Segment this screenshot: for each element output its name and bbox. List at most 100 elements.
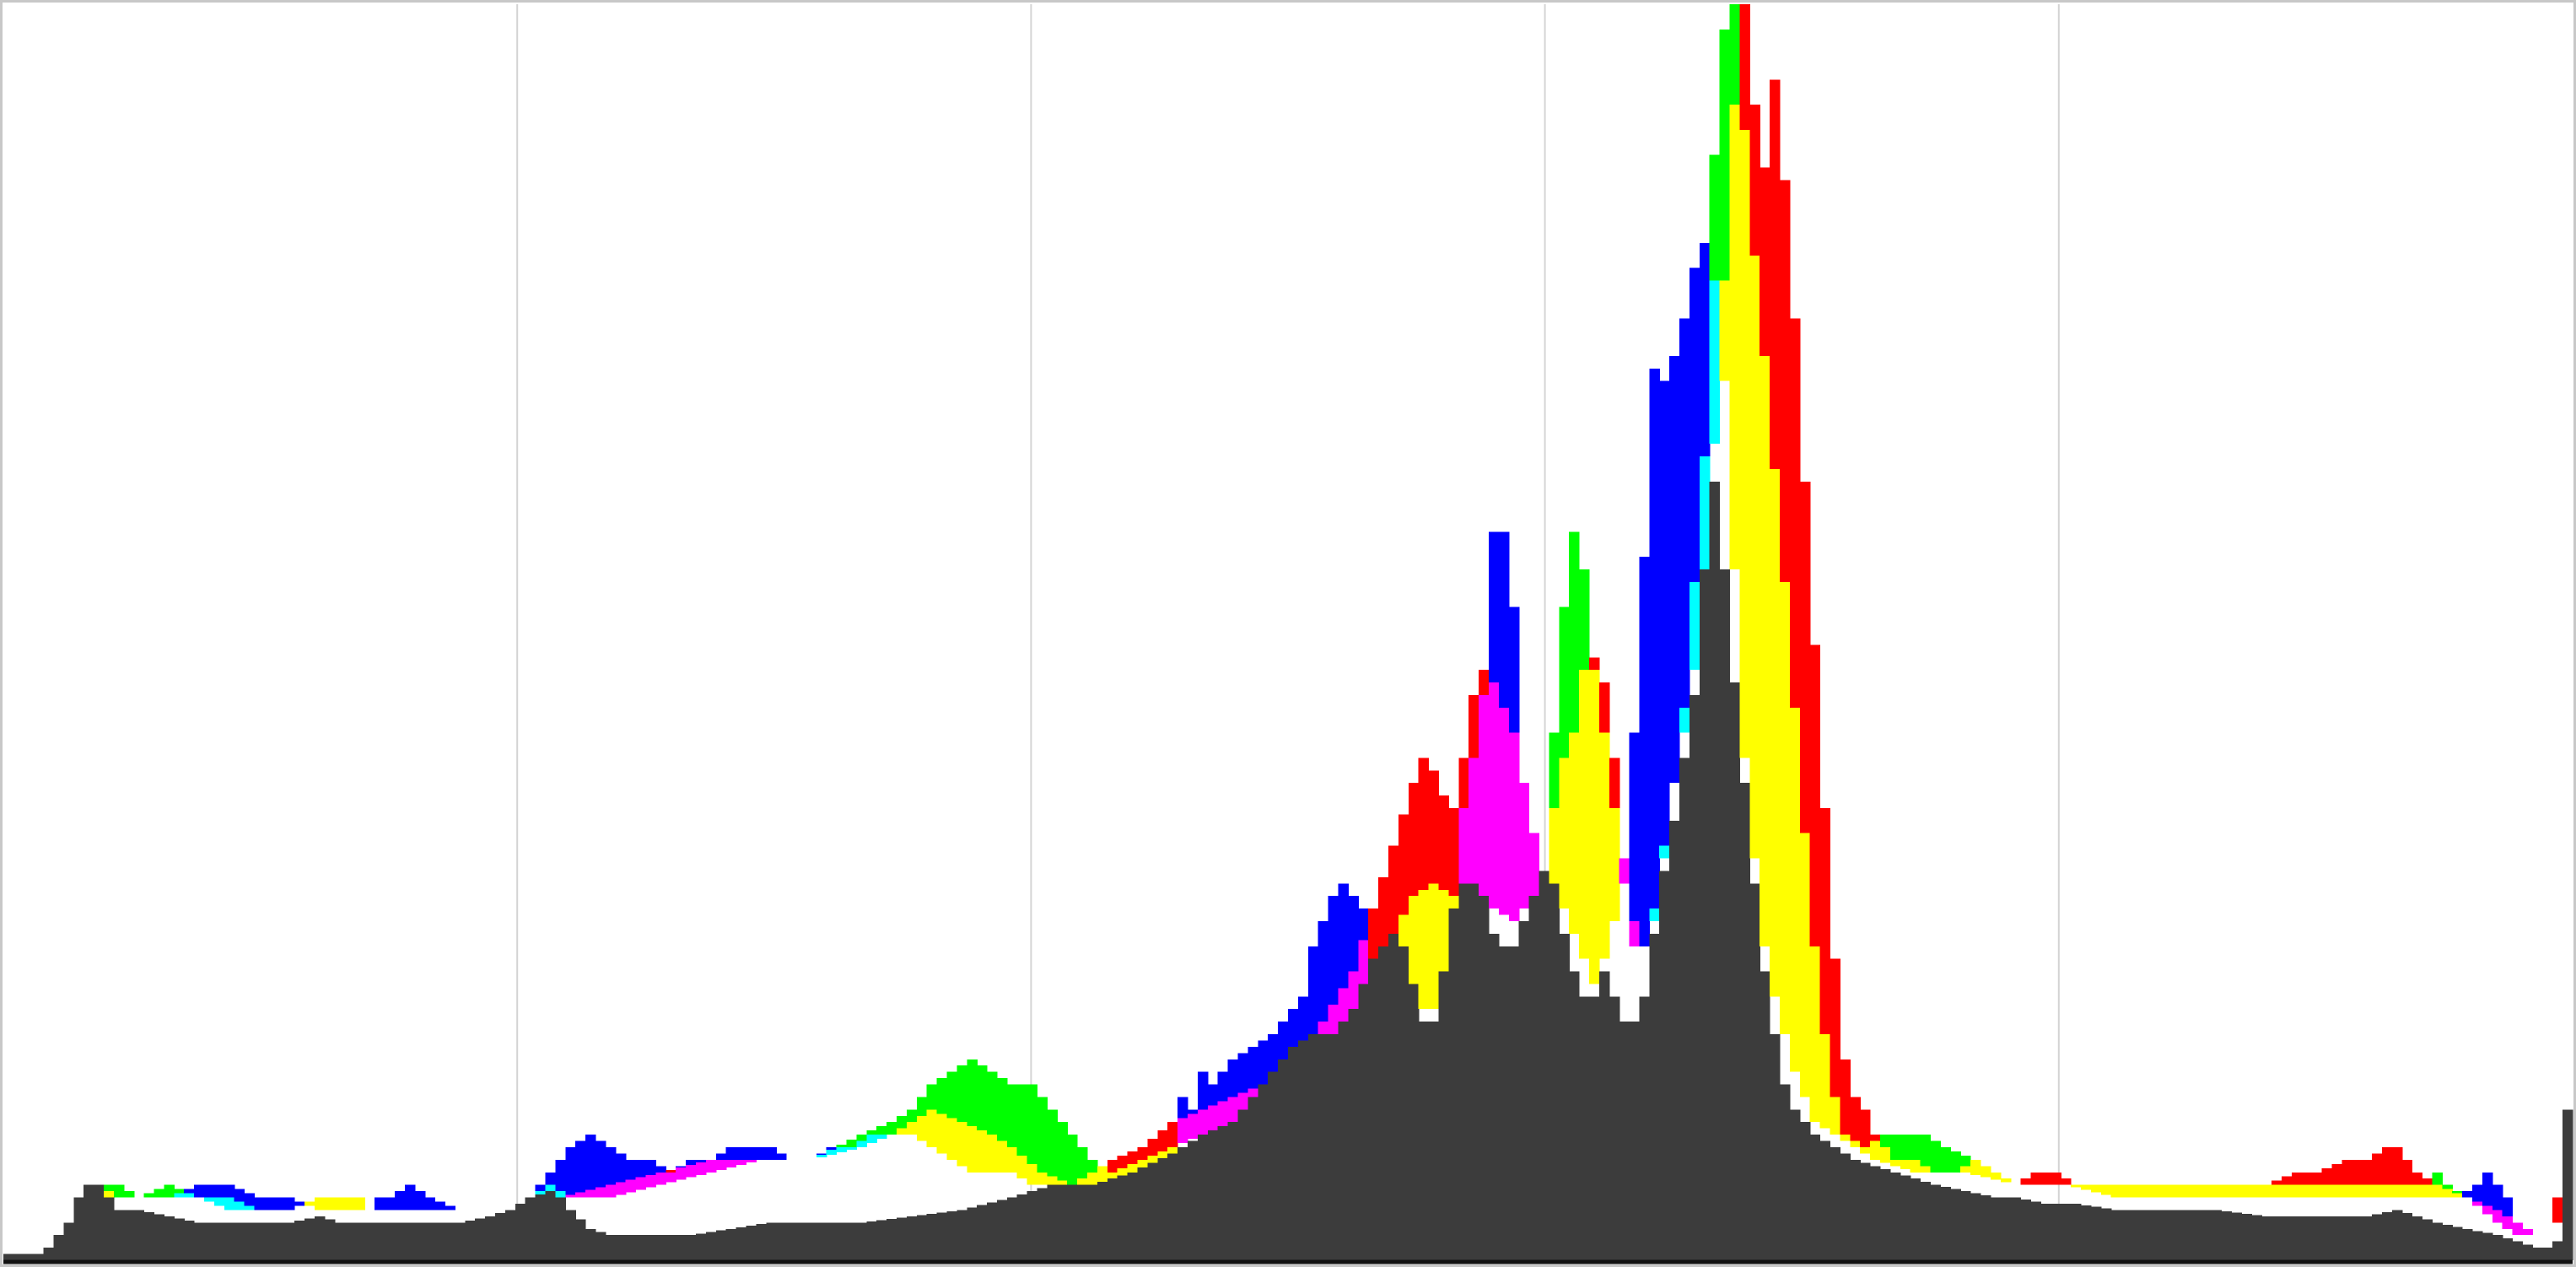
histogram-bar: [1850, 1140, 1861, 1147]
histogram-bar: [1147, 1139, 1158, 1156]
histogram-bar: [2442, 1224, 2453, 1260]
histogram-bar: [1860, 1162, 1871, 1260]
histogram-bar: [213, 1222, 225, 1260]
histogram-bar: [1469, 758, 1479, 909]
histogram-bar: [946, 1071, 957, 1119]
histogram-bar: [705, 1159, 717, 1173]
histogram-bar: [1970, 1193, 1981, 1260]
histogram-bar: [1518, 920, 1530, 1260]
histogram-bar: [896, 1217, 908, 1260]
histogram-bar: [1679, 758, 1690, 1260]
histogram-bar: [1809, 1135, 1821, 1260]
histogram-bar: [2040, 1172, 2051, 1185]
histogram-bar: [987, 1202, 998, 1260]
histogram-bar: [946, 1118, 957, 1160]
histogram-bar: [1739, 783, 1750, 1260]
histogram-bar: [2281, 1216, 2293, 1260]
histogram-bar: [766, 1146, 777, 1160]
histogram-bar: [2051, 1172, 2061, 1185]
histogram-bar: [2051, 1203, 2061, 1260]
histogram-bar: [194, 1222, 205, 1260]
histogram-bar: [1770, 1033, 1781, 1260]
histogram-bar: [294, 1201, 305, 1206]
histogram-bar: [836, 1222, 848, 1260]
histogram-bar: [876, 1126, 887, 1135]
histogram-bar: [967, 1059, 978, 1127]
histogram-bar: [84, 1184, 94, 1260]
histogram-bar: [1448, 807, 1459, 897]
histogram-bar: [2221, 1184, 2233, 1198]
histogram-bar: [1469, 694, 1479, 758]
histogram-bar: [1278, 1059, 1289, 1260]
histogram-bar: [926, 1213, 938, 1260]
histogram-bar: [1588, 996, 1600, 1260]
histogram-bar: [906, 1109, 918, 1123]
histogram-bar: [1107, 1159, 1118, 1173]
histogram-bar: [2090, 1184, 2102, 1193]
histogram-bar: [1197, 1109, 1209, 1135]
histogram-bar: [2452, 1227, 2463, 1260]
histogram-bar: [676, 1167, 687, 1180]
histogram-bar: [1057, 1180, 1068, 1185]
histogram-bar: [1117, 1155, 1129, 1168]
histogram-bar: [2492, 1184, 2503, 1210]
histogram-bar: [2352, 1216, 2363, 1260]
histogram-bar: [33, 1254, 45, 1261]
histogram-bar: [1016, 1084, 1028, 1156]
histogram-bar: [485, 1216, 496, 1260]
histogram-bar: [666, 1169, 676, 1173]
histogram-bar: [1789, 318, 1801, 708]
histogram-bar: [906, 1122, 918, 1135]
histogram-bar: [1408, 783, 1420, 897]
histogram-bar: [2100, 1208, 2112, 1260]
histogram-bar: [1799, 833, 1811, 1097]
histogram-bar: [2381, 1146, 2393, 1185]
histogram-bar: [1629, 1022, 1641, 1260]
histogram-bar: [946, 1210, 957, 1260]
histogram-bar: [2331, 1216, 2342, 1260]
histogram-bar: [1830, 958, 1841, 1097]
histogram-bar: [1428, 883, 1440, 1010]
histogram-bar: [63, 1222, 74, 1260]
histogram-bar: [2372, 1153, 2383, 1185]
histogram-bar: [1027, 1084, 1038, 1164]
histogram-bar: [2422, 1178, 2433, 1185]
histogram-bar: [414, 1191, 426, 1210]
histogram-bar: [1378, 946, 1389, 1260]
histogram-bar: [2422, 1219, 2433, 1260]
histogram-bar: [364, 1222, 375, 1260]
histogram-bar: [1288, 1046, 1299, 1260]
histogram-bar: [1127, 1172, 1139, 1260]
histogram-bar: [987, 1071, 998, 1135]
histogram-bar: [1248, 1046, 1258, 1089]
histogram-bar: [1889, 1172, 1901, 1260]
histogram-bar: [1528, 833, 1540, 897]
histogram-bar: [1207, 1130, 1219, 1260]
histogram-bar: [645, 1174, 656, 1188]
histogram-bar: [1860, 1146, 1871, 1154]
histogram-bar: [1910, 1135, 1921, 1160]
histogram-bar: [1880, 1169, 1891, 1260]
histogram-bar: [2372, 1214, 2383, 1260]
histogram-bar: [203, 1222, 215, 1260]
histogram-bar: [2482, 1205, 2493, 1215]
histogram-bar: [1539, 871, 1549, 1260]
histogram-bar: [996, 1078, 1008, 1141]
histogram-bar: [1006, 1084, 1018, 1147]
histogram-bar: [1258, 1084, 1269, 1260]
histogram-bar: [1006, 1146, 1018, 1173]
histogram-bar: [2180, 1184, 2192, 1198]
histogram-bar: [2020, 1178, 2032, 1185]
histogram-bar: [1137, 1146, 1149, 1160]
histogram-bar: [1619, 858, 1630, 884]
histogram-bar: [2462, 1191, 2473, 1198]
histogram-bar: [1388, 933, 1399, 1260]
histogram-bar: [1469, 883, 1479, 1260]
histogram-bar: [2522, 1228, 2534, 1236]
histogram-bar: [103, 1184, 115, 1192]
histogram-bar: [1178, 1118, 1188, 1144]
histogram-bar: [1178, 1146, 1188, 1260]
histogram-bar: [424, 1222, 436, 1260]
histogram-bar: [695, 1159, 707, 1162]
